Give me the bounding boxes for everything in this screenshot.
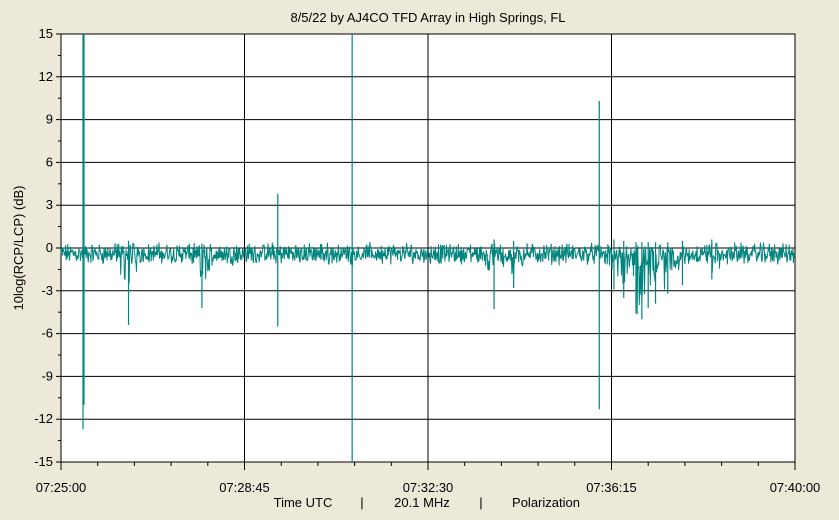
x-label-sep-2: | <box>479 495 482 510</box>
x-tick-labels: 07:25:00 07:28:45 07:32:30 07:36:15 07:40:00 <box>36 480 821 495</box>
spike-marks <box>82 34 713 462</box>
grid <box>61 34 795 462</box>
x-tick-label: 07:32:30 <box>403 480 454 495</box>
x-tick-label: 07:25:00 <box>36 480 87 495</box>
x-label-time: Time UTC <box>274 495 333 510</box>
chart-title: 8/5/22 by AJ4CO TFD Array in High Spring… <box>290 10 565 25</box>
y-tick-label: -3 <box>41 283 53 298</box>
y-tick-label: -12 <box>34 411 53 426</box>
y-tick-label: 3 <box>46 197 53 212</box>
y-tick-label: -6 <box>41 326 53 341</box>
y-tick-label: -15 <box>34 454 53 469</box>
y-tick-label: 15 <box>39 26 53 41</box>
y-tick-label: 9 <box>46 112 53 127</box>
x-tick-label: 07:36:15 <box>586 480 637 495</box>
y-tick-label: 0 <box>46 240 53 255</box>
y-tick-label: 6 <box>46 154 53 169</box>
x-tick-label: 07:28:45 <box>219 480 270 495</box>
axis-ticks <box>56 33 796 470</box>
y-axis-label: 10log(RCP/LCP) (dB) <box>11 186 26 311</box>
series-trace <box>60 241 796 315</box>
x-label-mode: Polarization <box>512 495 580 510</box>
y-tick-label: 12 <box>39 69 53 84</box>
x-label-frequency: 20.1 MHz <box>394 495 450 510</box>
y-tick-labels: 15 12 9 6 3 0 -3 -6 -9 -12 -15 <box>34 26 53 469</box>
x-label-sep-1: | <box>360 495 363 510</box>
y-tick-label: -9 <box>41 368 53 383</box>
x-tick-label: 07:40:00 <box>770 480 821 495</box>
